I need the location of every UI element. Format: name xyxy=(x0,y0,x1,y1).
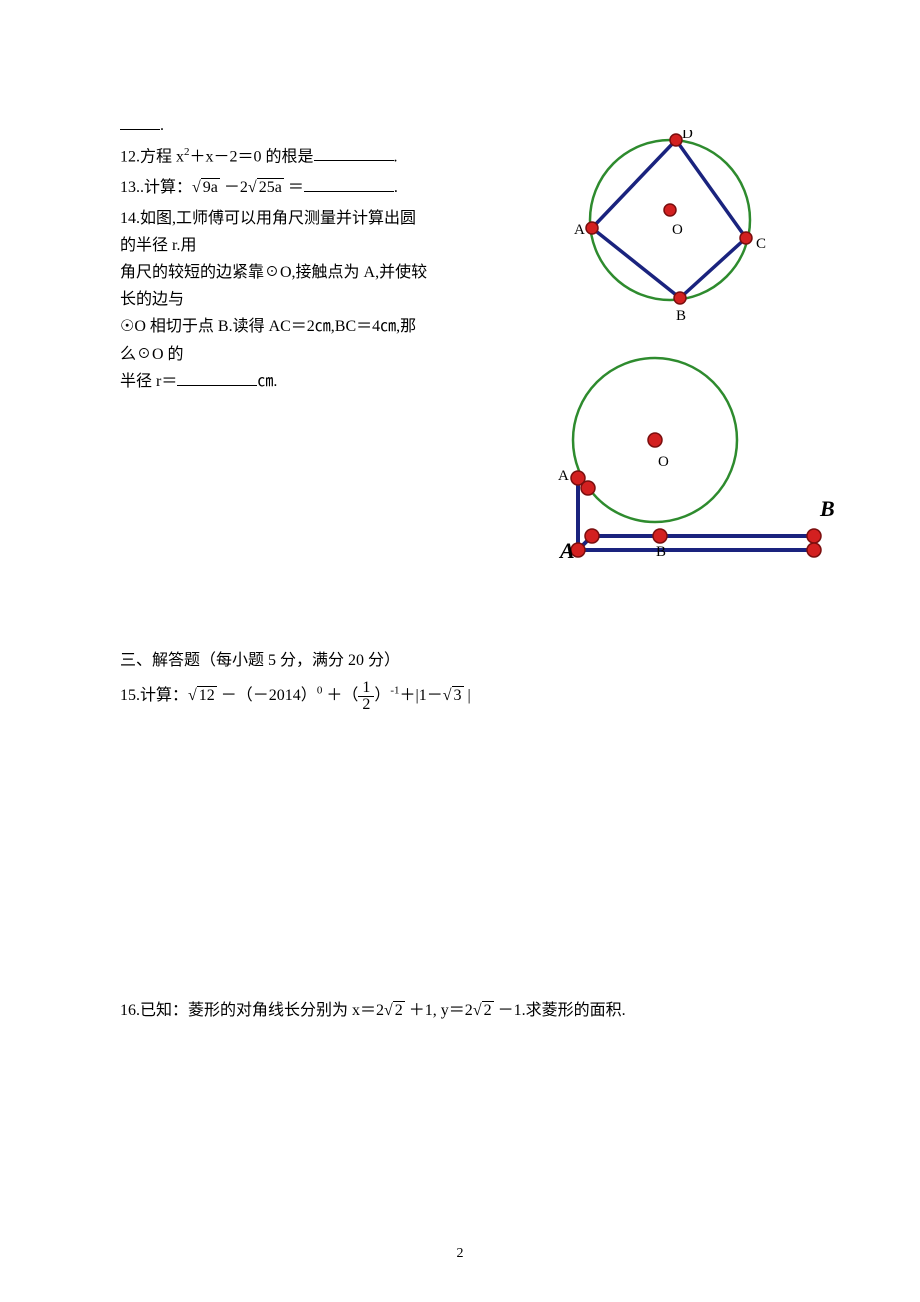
spacer-after-q15 xyxy=(120,715,800,995)
svg-text:D: D xyxy=(682,130,693,142)
q15: 15.计算：√12 －（－2014）0 ＋（12）-1＋|1－√3 | xyxy=(120,678,800,713)
q15-part2c: ） xyxy=(374,687,390,704)
q13-text-after: . xyxy=(394,179,398,196)
figure-1-svg: A B C D O xyxy=(560,130,790,330)
q13-text-before: ..计算： xyxy=(136,179,192,196)
q12-num: 12 xyxy=(120,148,136,165)
q16-sqrt2: √2 xyxy=(473,997,494,1026)
q15-frac: 12 xyxy=(358,680,374,713)
q16: 16.已知：菱形的对角线长分别为 x＝2√2 ＋1, y＝2√2 －1.求菱形的… xyxy=(120,997,800,1026)
q14-text: 14.如图,工师傅可以用角尺测量并计算出圆的半径 r.用 角尺的较短的边紧靠☉O… xyxy=(120,205,430,395)
q13-sqrt2: √25a xyxy=(248,174,284,203)
q12-text-before: .方程 x xyxy=(136,148,184,165)
q14-line2: 角尺的较短的边紧靠☉O,接触点为 A,并使较长的边与 xyxy=(120,264,427,308)
q14-num: 14 xyxy=(120,210,136,227)
svg-text:B: B xyxy=(676,308,686,324)
q14-line1: .如图,工师傅可以用角尺测量并计算出圆的半径 r.用 xyxy=(120,210,416,254)
q16-before: .已知：菱形的对角线长分别为 x＝2 xyxy=(136,1002,384,1019)
page-number: 2 xyxy=(0,1246,920,1262)
q13-sqrt1: √9a xyxy=(192,174,220,203)
q14-blank xyxy=(177,369,257,386)
q15-sqrt2: √3 xyxy=(443,678,464,713)
q11-period: . xyxy=(160,117,164,134)
q15-part2a: －（－2014） xyxy=(217,687,317,704)
q15-before: .计算： xyxy=(136,687,188,704)
q15-part2b: ＋（ xyxy=(322,687,358,704)
figure-1: A B C D O xyxy=(560,130,790,335)
svg-text:A: A xyxy=(558,468,569,484)
q13-blank xyxy=(304,175,394,192)
svg-text:B: B xyxy=(819,496,835,521)
svg-text:O: O xyxy=(672,222,683,238)
svg-text:A: A xyxy=(558,538,575,563)
q15-sqrt1: √12 xyxy=(188,678,217,713)
q12-blank xyxy=(314,144,394,161)
q15-part4: | xyxy=(464,687,471,704)
figure-2: O A A B B xyxy=(510,340,850,575)
q16-sqrt1: √2 xyxy=(384,997,405,1026)
q15-num: 15 xyxy=(120,687,136,704)
q16-mid: ＋1, y＝2 xyxy=(405,1002,473,1019)
q14-line4-before: 半径 r＝ xyxy=(120,373,177,390)
q12-text-after: . xyxy=(394,148,398,165)
figure-2-svg: O A A B B xyxy=(510,340,850,570)
q13-mid: －2 xyxy=(220,179,248,196)
svg-text:A: A xyxy=(574,222,585,238)
q13-num: 13 xyxy=(120,179,136,196)
q11-blank xyxy=(120,113,160,130)
q16-num: 16 xyxy=(120,1002,136,1019)
q14-line4-after: ㎝. xyxy=(257,373,277,390)
section3-heading: 三、解答题（每小题 5 分，满分 20 分） xyxy=(120,647,800,676)
q15-exp-neg1: -1 xyxy=(390,685,399,697)
svg-text:B: B xyxy=(656,544,666,560)
q16-after: －1.求菱形的面积. xyxy=(494,1002,626,1019)
svg-text:C: C xyxy=(756,236,766,252)
q13-eq: ＝ xyxy=(284,179,304,196)
svg-text:O: O xyxy=(658,454,669,470)
q15-part3: ＋|1－ xyxy=(400,687,443,704)
q14-line3: ☉O 相切于点 B.读得 AC＝2㎝,BC＝4㎝,那么☉O 的 xyxy=(120,318,416,362)
q12-text-mid: ＋x－2＝0 的根是 xyxy=(190,148,314,165)
